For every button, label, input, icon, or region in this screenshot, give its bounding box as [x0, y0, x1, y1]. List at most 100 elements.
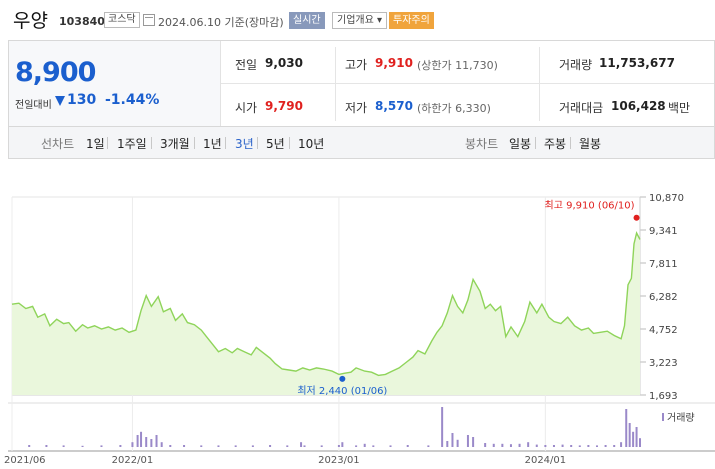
stock-code: 103840	[59, 15, 105, 28]
candle-monthly[interactable]: 월봉	[579, 137, 602, 151]
volume-bar	[337, 445, 340, 447]
period-10y[interactable]: 10년	[298, 137, 325, 151]
period-3m[interactable]: 3개월	[160, 137, 190, 151]
change-percent: -1.44%	[105, 92, 160, 108]
y-tick-label: 4,752	[649, 325, 678, 336]
price-box: 8,900 전일대비 130 -1.44%	[9, 41, 221, 126]
prev-close-value: 9,030	[265, 56, 303, 70]
separator	[289, 137, 290, 149]
line-chart-label: 선차트	[41, 137, 75, 151]
volume-bar	[570, 445, 573, 447]
volume-bar	[472, 437, 475, 447]
volume-bar	[45, 445, 48, 447]
high-annotation: 최고 9,910 (06/10)	[545, 200, 635, 212]
y-tick-label: 3,223	[649, 358, 678, 369]
change-value: 130	[67, 92, 97, 108]
volume-bar	[595, 445, 598, 447]
volume-bar	[200, 445, 203, 447]
volume-bar	[466, 435, 469, 447]
candle-daily[interactable]: 일봉	[509, 137, 532, 151]
volume-bar	[456, 439, 459, 447]
volume-bar	[620, 442, 623, 447]
x-tick-label: 2023/01	[318, 455, 360, 466]
high-value: 9,910	[375, 56, 413, 70]
x-tick-label: 2021/06	[4, 455, 46, 466]
y-tick-label: 6,282	[649, 292, 678, 303]
period-1y[interactable]: 1년	[203, 137, 222, 151]
volume-legend-label: 거래량	[667, 412, 695, 424]
volume-bar	[372, 445, 375, 447]
volume-bar	[234, 445, 237, 447]
y-tick-label: 9,341	[649, 226, 678, 237]
calendar-icon	[143, 14, 155, 26]
change-label: 전일대비	[15, 100, 52, 111]
quote-divider	[539, 47, 540, 121]
volume-bar	[441, 407, 444, 447]
volume-bar	[251, 445, 254, 447]
quote-date: 2024.06.10 기준(장마감)	[158, 14, 284, 30]
volume-bar	[427, 445, 430, 447]
period-1d[interactable]: 1일	[86, 137, 105, 151]
volume-bar	[269, 445, 272, 447]
low-label: 저가	[345, 101, 368, 115]
volume-bar	[639, 438, 641, 447]
volume-bar	[635, 427, 638, 447]
amount-label: 거래대금	[559, 101, 604, 115]
volume-bar	[492, 443, 495, 447]
current-price: 8,900	[15, 57, 96, 88]
amount-value: 106,428	[611, 99, 666, 113]
volume-bar	[140, 431, 143, 447]
open-value: 9,790	[265, 99, 303, 113]
volume-bar	[535, 444, 538, 447]
volume-bar	[587, 445, 590, 447]
lower-limit: (하한가 6,330)	[417, 102, 491, 115]
quote-panel: 8,900 전일대비 130 -1.44% 전일 9,030 고가 9,910 …	[8, 40, 715, 127]
y-tick-label: 10,870	[649, 193, 684, 204]
chart-toolbar: 선차트 1일 1주일 3개월 1년 3년 5년 10년 봉차트 일봉 주봉 월봉	[8, 127, 715, 159]
volume-bar	[150, 439, 153, 447]
high-label: 고가	[345, 58, 368, 72]
upper-limit: (상한가 11,730)	[417, 59, 498, 72]
separator	[107, 137, 108, 149]
price-chart-svg: 2021/06 2022/01 2023/01 2024/01 10,870 9,341 7…	[4, 193, 715, 466]
volume-legend-swatch	[662, 413, 664, 421]
separator	[225, 137, 226, 149]
volume-bar	[303, 445, 306, 447]
y-tick-label: 7,811	[649, 259, 678, 270]
period-5y[interactable]: 5년	[266, 137, 285, 151]
investment-warning-badge: 투자주의	[389, 12, 434, 29]
period-3y[interactable]: 3년	[235, 137, 254, 151]
x-tick-label: 2022/01	[112, 455, 154, 466]
stock-header: 우양 103840 코스닥 2024.06.10 기준(장마감) 실시간 기업개…	[0, 0, 715, 40]
volume-bar	[604, 445, 607, 447]
volume-bar	[155, 435, 158, 447]
low-point-marker	[339, 375, 346, 382]
volume-value: 11,753,677	[599, 56, 675, 70]
volume-bar	[613, 445, 616, 447]
volume-bar	[320, 445, 323, 447]
company-info-dropdown[interactable]: 기업개요 ▾	[332, 12, 387, 29]
volume-bar	[160, 442, 163, 447]
separator	[535, 137, 536, 149]
market-badge: 코스닥	[104, 12, 140, 28]
period-1w[interactable]: 1주일	[117, 137, 147, 151]
volume-bar	[628, 423, 631, 447]
volume-bar	[286, 445, 289, 447]
date-basis: 기준(장마감)	[224, 16, 284, 29]
volume-bar	[131, 442, 134, 447]
volume-label: 거래량	[559, 58, 593, 72]
separator	[570, 137, 571, 149]
volume-bar	[578, 445, 581, 447]
volume-bar	[389, 445, 392, 447]
volume-bar	[552, 445, 555, 447]
amount-unit: 백만	[668, 101, 691, 115]
date-value: 2024.06.10	[158, 16, 221, 29]
candle-weekly[interactable]: 주봉	[544, 137, 567, 151]
realtime-button[interactable]: 실시간	[289, 12, 325, 29]
volume-bar	[406, 445, 409, 447]
volume-bar	[501, 443, 504, 447]
volume-bar	[625, 409, 628, 447]
volume-bar	[183, 445, 186, 447]
volume-bar	[119, 445, 122, 447]
separator	[151, 137, 152, 149]
